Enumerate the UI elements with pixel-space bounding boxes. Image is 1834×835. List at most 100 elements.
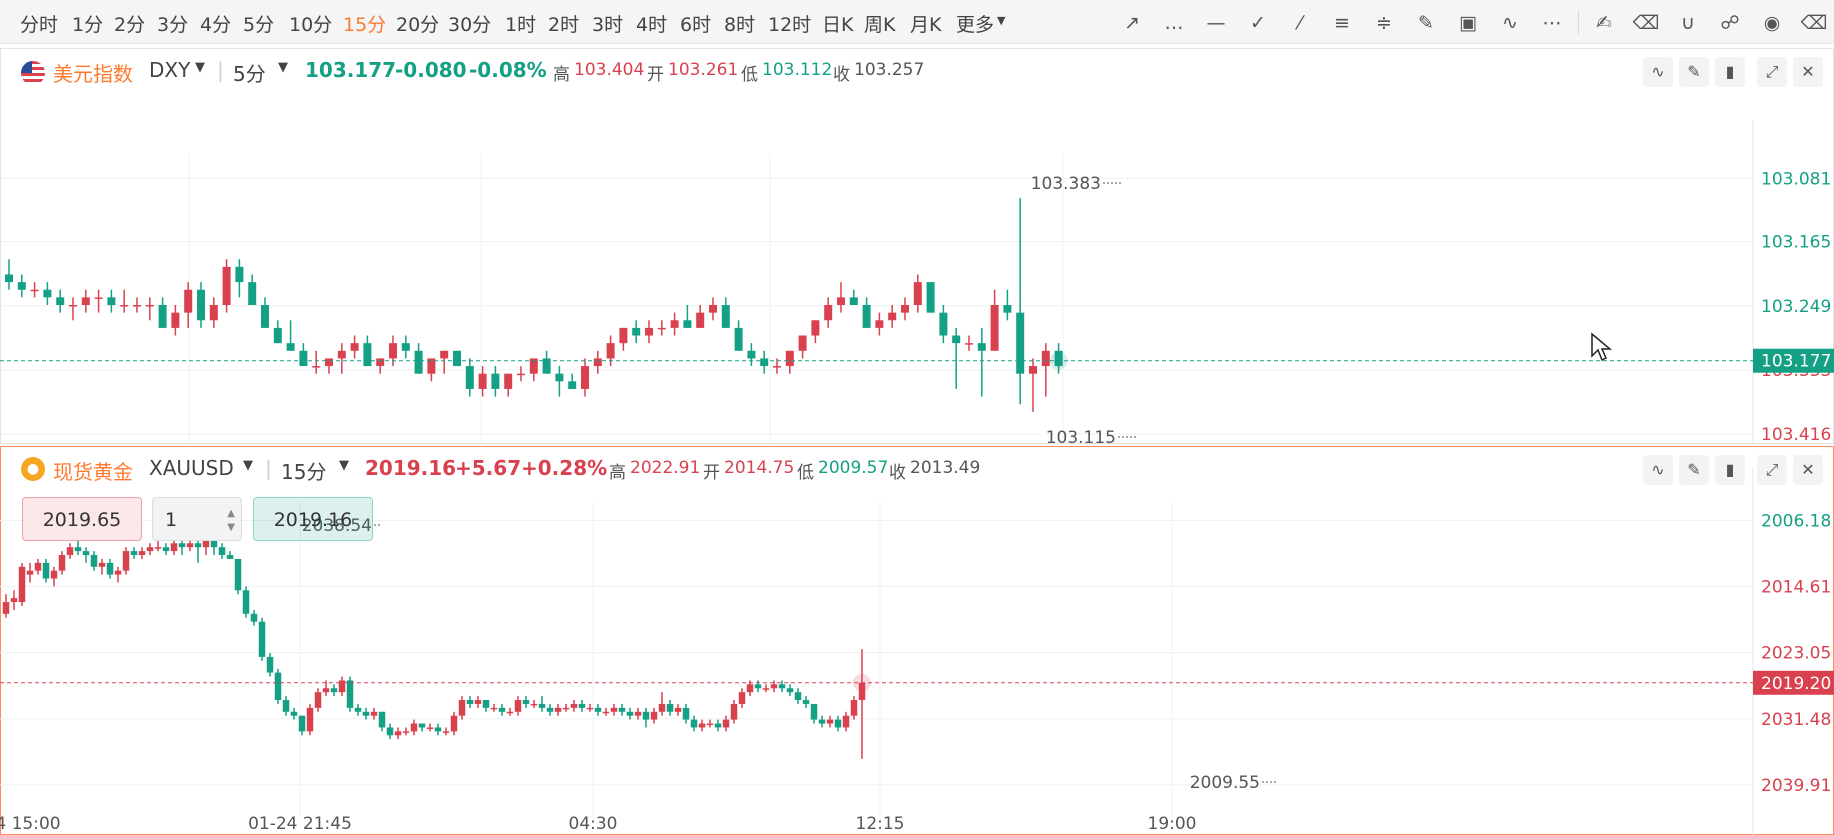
candle-body	[837, 297, 845, 305]
timeframe-7[interactable]: 15分	[343, 14, 387, 36]
candle-body	[186, 543, 194, 548]
timeframe-5[interactable]: 5分	[243, 14, 275, 36]
toolbar-divider	[1578, 10, 1579, 34]
dxy-chart-panel[interactable]: 美元指数 DXY ▼ | 5分 ▼ 103.177 -0.080 -0.08% …	[0, 48, 1834, 444]
maximize-icon[interactable]: ⤢	[1757, 57, 1787, 87]
timeframe-3[interactable]: 3分	[157, 14, 189, 36]
candle-body	[762, 688, 770, 690]
timeframe-2[interactable]: 2分	[114, 14, 146, 36]
trash-icon[interactable]: ⌫	[1800, 12, 1828, 34]
buy-price-button[interactable]: 2019.16	[253, 497, 373, 541]
timeframe-17[interactable]: 日K	[822, 14, 854, 36]
sell-price-button[interactable]: 2019.65	[22, 497, 142, 541]
candle-body	[17, 282, 26, 290]
image-icon[interactable]: ▣	[1459, 12, 1477, 34]
interval-dropdown-icon[interactable]: ▼	[278, 60, 288, 75]
candle-body	[952, 335, 961, 344]
edit-icon[interactable]: ✍	[1596, 12, 1612, 34]
horizontal-line-icon[interactable]: —	[1206, 12, 1226, 34]
draw-icon[interactable]: ✎	[1679, 455, 1709, 485]
chevron-up-icon[interactable]: ▲	[227, 508, 235, 519]
us-flag-icon	[21, 61, 45, 85]
candle-body	[568, 381, 577, 389]
indicator-icon[interactable]: ∿	[1643, 57, 1673, 87]
price-tick-label: 2014.61	[1761, 578, 1831, 598]
symbol-name[interactable]: 现货黄金	[53, 460, 133, 484]
candle-body	[298, 715, 306, 732]
ray-icon[interactable]: …	[1164, 12, 1184, 34]
timeframe-20[interactable]: 更多	[956, 14, 995, 36]
maximize-icon[interactable]: ⤢	[1757, 455, 1787, 485]
candle-body	[26, 570, 34, 575]
eraser-icon[interactable]: ⌫	[1632, 12, 1660, 34]
candle-body	[10, 598, 18, 603]
quantity-stepper[interactable]: 1 ▲ ▼	[152, 497, 242, 541]
close-icon[interactable]: ✕	[1793, 57, 1823, 87]
symbol-dropdown-icon[interactable]: ▼	[243, 458, 253, 473]
candle-body	[650, 711, 658, 720]
price-tag-label: 103.177	[1761, 352, 1831, 372]
price-tick-label: 2039.91	[1761, 776, 1831, 796]
candle-body	[478, 373, 487, 389]
wave-icon[interactable]: ∿	[1502, 12, 1518, 34]
dxy-header: 美元指数 DXY ▼ | 5分 ▼ 103.177 -0.080 -0.08% …	[1, 49, 1833, 93]
chart-type-icon[interactable]: ▮	[1715, 455, 1745, 485]
eye-icon[interactable]: ◉	[1763, 12, 1781, 34]
price-tick-label: 103.081	[1761, 169, 1831, 189]
candle-body	[234, 558, 242, 591]
fibonacci-icon[interactable]: ≡	[1334, 12, 1350, 34]
symbol-code[interactable]: DXY	[149, 58, 191, 82]
candle-body	[154, 547, 162, 549]
parallel-channel-icon[interactable]: ⁄	[1298, 12, 1302, 34]
dxy-candles-chart[interactable]: 103.416103.333103.249103.165103.081103.1…	[0, 48, 1834, 444]
lock-icon[interactable]: ☍	[1720, 12, 1740, 34]
timeframe-8[interactable]: 20分	[396, 14, 440, 36]
candle-body	[798, 335, 807, 351]
candle-body	[202, 535, 210, 548]
gold-candles-chart[interactable]: 2039.91 2031.48 2023.05 2014.61 2006.18 2019.…	[0, 446, 1834, 835]
interval-select[interactable]: 15分	[281, 460, 327, 484]
symbol-dropdown-icon[interactable]: ▼	[195, 60, 205, 75]
chevron-down-icon[interactable]: ▼	[227, 522, 235, 533]
gann-fan-icon[interactable]: ≑	[1376, 12, 1392, 34]
candle-body	[965, 343, 973, 345]
more-tools-icon[interactable]: ⋯	[1542, 12, 1562, 34]
candle-body	[18, 566, 26, 603]
timeframe-10[interactable]: 1时	[505, 14, 537, 36]
gold-chart-panel[interactable]: ● 现货黄金 XAUUSD ▼ | 15分 ▼ 2019.16 +5.67 +0…	[0, 446, 1834, 835]
brush-icon[interactable]: ✎	[1418, 12, 1434, 34]
candle-body	[1003, 305, 1012, 313]
timeframe-19[interactable]: 月K	[910, 14, 942, 36]
timeframe-14[interactable]: 6时	[680, 14, 712, 36]
high-annotation: 2038.54	[302, 516, 372, 536]
segment-icon[interactable]: ✓	[1250, 12, 1266, 34]
trend-line-icon[interactable]: ↗	[1124, 12, 1140, 34]
more-dropdown-icon[interactable]: ▼	[997, 14, 1006, 27]
low-value: 2009.57	[818, 458, 889, 478]
symbol-name[interactable]: 美元指数	[53, 62, 133, 86]
timeframe-12[interactable]: 3时	[592, 14, 624, 36]
timeframe-4[interactable]: 4分	[200, 14, 232, 36]
timeframe-1[interactable]: 1分	[72, 14, 104, 36]
interval-select[interactable]: 5分	[233, 62, 266, 86]
timeframe-9[interactable]: 30分	[448, 14, 492, 36]
chart-type-icon[interactable]: ▮	[1715, 57, 1745, 87]
timeframe-11[interactable]: 2时	[548, 14, 580, 36]
timeframe-16[interactable]: 12时	[768, 14, 812, 36]
candle-body	[130, 551, 138, 556]
timeframe-15[interactable]: 8时	[724, 14, 756, 36]
open-value: 2014.75	[724, 458, 795, 478]
candle-body	[517, 373, 525, 376]
draw-icon[interactable]: ✎	[1679, 57, 1709, 87]
timeframe-13[interactable]: 4时	[636, 14, 668, 36]
interval-dropdown-icon[interactable]: ▼	[339, 458, 349, 473]
timeframe-0[interactable]: 分时	[20, 14, 59, 36]
candle-body	[570, 703, 578, 708]
close-icon[interactable]: ✕	[1793, 455, 1823, 485]
time-tick-label: 01-24 21:45	[248, 814, 352, 834]
magnet-icon[interactable]: ∪	[1681, 12, 1695, 34]
indicator-icon[interactable]: ∿	[1643, 455, 1673, 485]
timeframe-18[interactable]: 周K	[864, 14, 896, 36]
timeframe-6[interactable]: 10分	[289, 14, 333, 36]
symbol-code[interactable]: XAUUSD	[149, 456, 234, 480]
